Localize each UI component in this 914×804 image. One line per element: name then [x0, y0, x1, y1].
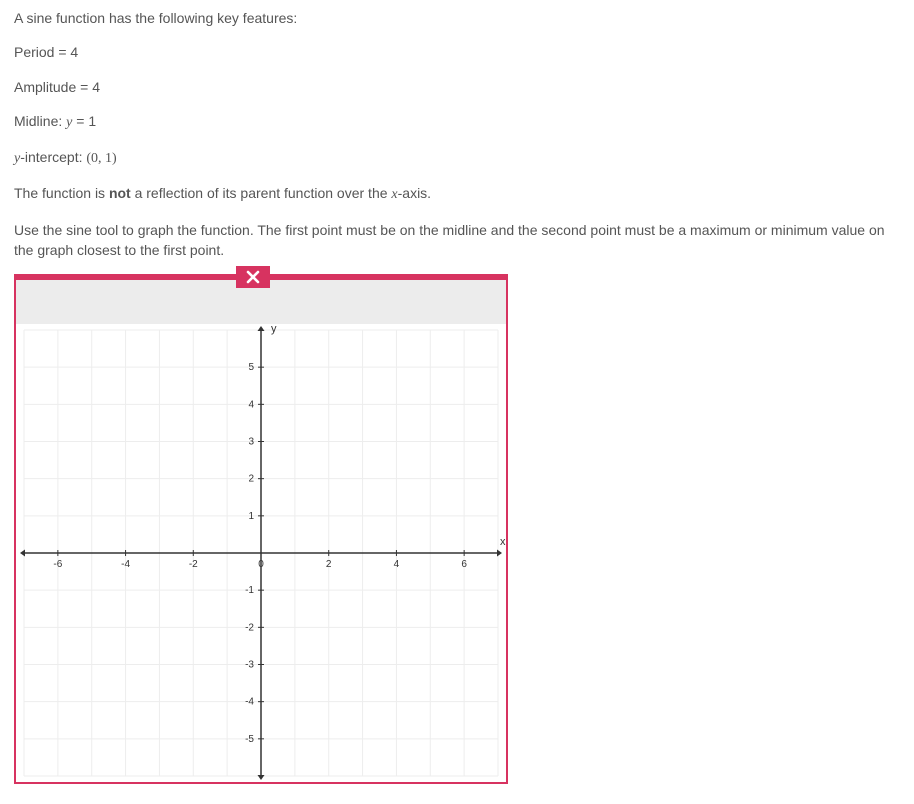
reflection-mid: a reflection of its parent function over…: [131, 185, 392, 201]
svg-text:2: 2: [326, 559, 332, 570]
amplitude-line: Amplitude = 4: [14, 77, 900, 97]
close-icon: [246, 270, 260, 284]
svg-text:x: x: [500, 536, 506, 548]
incorrect-close-button[interactable]: [236, 266, 270, 288]
reflection-line: The function is not a reflection of its …: [14, 183, 900, 205]
svg-text:y: y: [271, 324, 277, 335]
svg-text:4: 4: [394, 559, 400, 570]
reflection-post: -axis.: [398, 185, 431, 201]
svg-text:6: 6: [461, 559, 467, 570]
svg-text:3: 3: [248, 437, 254, 448]
midline-prefix: Midline:: [14, 113, 66, 129]
svg-text:-2: -2: [189, 559, 198, 570]
svg-text:4: 4: [248, 400, 254, 411]
coordinate-grid[interactable]: -6 -4 -2 0 2 4 6 1 2 3 4 5 -1 -2 -3 -4 -5 y x: [16, 324, 506, 782]
yint-value: (0, 1): [86, 151, 116, 166]
svg-text:5: 5: [248, 363, 254, 374]
period-line: Period = 4: [14, 42, 900, 62]
yintercept-line: y-intercept: (0, 1): [14, 147, 900, 169]
svg-text:-5: -5: [245, 734, 254, 745]
svg-text:-6: -6: [53, 559, 62, 570]
question-text: A sine function has the following key fe…: [14, 8, 900, 260]
midline-line: Midline: y = 1: [14, 111, 900, 133]
intro-line: A sine function has the following key fe…: [14, 8, 900, 28]
svg-text:2: 2: [248, 474, 254, 485]
midline-rest: = 1: [72, 113, 96, 129]
svg-text:-3: -3: [245, 660, 254, 671]
svg-text:0: 0: [258, 559, 264, 570]
yint-rest: -intercept:: [20, 149, 86, 165]
svg-text:-4: -4: [245, 697, 254, 708]
reflection-pre: The function is: [14, 185, 109, 201]
svg-text:-4: -4: [121, 559, 130, 570]
graph-panel: -6 -4 -2 0 2 4 6 1 2 3 4 5 -1 -2 -3 -4 -5 y x: [14, 274, 900, 784]
svg-text:-2: -2: [245, 623, 254, 634]
svg-text:1: 1: [248, 511, 254, 522]
svg-text:-1: -1: [245, 586, 254, 597]
reflection-bold: not: [109, 185, 131, 201]
instruction-line: Use the sine tool to graph the function.…: [14, 220, 900, 261]
